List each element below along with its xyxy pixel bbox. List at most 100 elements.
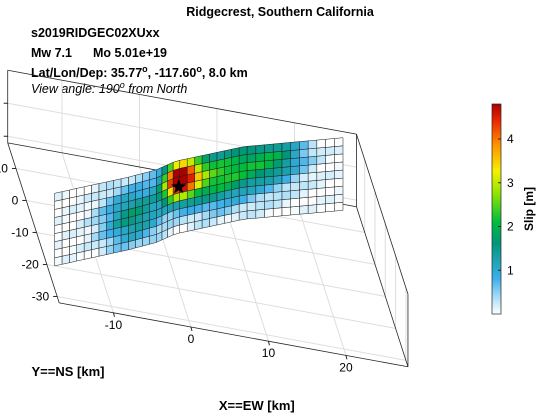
fault-patch	[334, 177, 344, 188]
grid-line	[46, 263, 396, 329]
y-tick-label: -20	[22, 257, 40, 271]
fault-patch	[290, 157, 300, 167]
colorbar-label: Slip [m]	[522, 187, 536, 231]
view-angle-suffix: from North	[128, 82, 188, 97]
fault-patch	[246, 177, 257, 187]
fault-patch	[246, 185, 257, 195]
axis-edge	[59, 302, 409, 368]
fault-patch	[83, 184, 92, 196]
view-angle-prefix: View angle: 190	[31, 82, 120, 97]
fault-patch	[334, 153, 344, 163]
fault-patch	[255, 168, 265, 179]
fault-patch	[246, 161, 257, 171]
x-axis-label: X==EW [km]	[219, 398, 295, 413]
fault-patch	[290, 205, 300, 216]
axis-ticks: -1001020100-10-20-301020X==EW [km]Y==NS …	[0, 96, 353, 413]
fault-patch	[316, 163, 326, 173]
fault-patch	[325, 194, 335, 205]
fault-patch	[334, 145, 344, 155]
fault-patch	[299, 197, 309, 207]
fault-patch	[316, 195, 326, 205]
fault-patch	[264, 184, 274, 194]
fault-patch	[299, 205, 309, 215]
fault-patch	[186, 156, 195, 168]
fault-patch	[316, 179, 326, 189]
fault-patch	[334, 169, 344, 180]
grid-line	[57, 295, 406, 361]
fault-patch	[316, 187, 326, 197]
fault-patch	[238, 162, 248, 173]
fault-patch	[272, 167, 283, 177]
fault-patch	[246, 193, 257, 204]
fault-patch	[91, 183, 100, 194]
axis-edge	[356, 206, 409, 367]
chart-title: Ridgecrest, Southern California	[186, 5, 374, 19]
fault-patch	[238, 146, 248, 156]
fault-patch	[325, 138, 335, 148]
fault-patch	[325, 154, 335, 164]
fault-patch	[61, 189, 70, 201]
fault-patch	[264, 192, 274, 202]
fault-patch	[325, 146, 335, 156]
fault-patch	[113, 178, 122, 189]
fault-patch	[238, 202, 248, 213]
hypocenter-marker	[171, 179, 187, 194]
fault-patch	[255, 160, 265, 171]
fault-patch	[307, 164, 318, 174]
axis-edge	[7, 142, 60, 303]
fault-patch	[299, 180, 309, 191]
y-tick-label: 0	[12, 193, 19, 207]
fault-patch	[255, 152, 265, 162]
fault-patch	[54, 191, 63, 202]
fault-patch	[238, 194, 248, 205]
fault-patch	[264, 176, 274, 186]
colorbar: 1 2 3 4 Slip [m]	[491, 103, 536, 315]
fault-patch	[142, 171, 150, 182]
fault-patch	[128, 174, 136, 186]
fault-patch	[316, 139, 326, 149]
fault-patch	[299, 164, 309, 175]
fault-patch	[316, 147, 326, 157]
fault-patch	[238, 170, 248, 181]
location-line: Lat/Lon/Dep: 35.77o, -117.60o, 8.0 km	[31, 64, 248, 81]
fault-patch	[290, 181, 300, 192]
fault-patch	[179, 158, 188, 169]
x-tick-mark	[267, 341, 270, 346]
fault-patch	[307, 147, 318, 158]
fault-patch	[290, 149, 300, 159]
fault-patch	[246, 209, 257, 220]
fault-patch	[316, 203, 326, 213]
fault-patch	[307, 188, 318, 198]
fault-patch	[172, 159, 180, 171]
fault-patch	[281, 206, 291, 217]
fault-patch	[231, 147, 240, 158]
fault-patch	[334, 161, 344, 172]
fault-patch	[325, 170, 335, 180]
fault-patch	[216, 150, 225, 161]
fault-patch	[290, 197, 300, 208]
fault-patch	[281, 182, 291, 192]
colorbar-gradient	[491, 103, 502, 315]
axis-edge	[7, 69, 357, 135]
colorbar-tick-label: 1	[507, 263, 514, 277]
fault-patch	[238, 154, 248, 165]
longitude: -117.60	[154, 66, 197, 81]
hypocenter-star	[171, 179, 187, 194]
fault-patch	[264, 151, 274, 162]
magnitude: Mw 7.1	[31, 46, 72, 60]
fault-patch	[120, 176, 129, 188]
fault-patch	[316, 155, 326, 165]
fault-patch	[290, 189, 300, 200]
colorbar-tick-label: 2	[507, 220, 514, 234]
fault-patch	[272, 142, 283, 153]
fault-patch	[255, 200, 265, 211]
fault-patch	[272, 159, 283, 169]
fault-patch	[290, 165, 300, 175]
fault-patch	[272, 183, 283, 193]
fault-patch	[307, 204, 318, 214]
fault-patch	[201, 153, 210, 164]
fault-patch	[246, 169, 257, 179]
x-tick-label: -10	[105, 318, 123, 332]
fault-patch	[272, 175, 283, 185]
fault-patch	[307, 155, 318, 166]
